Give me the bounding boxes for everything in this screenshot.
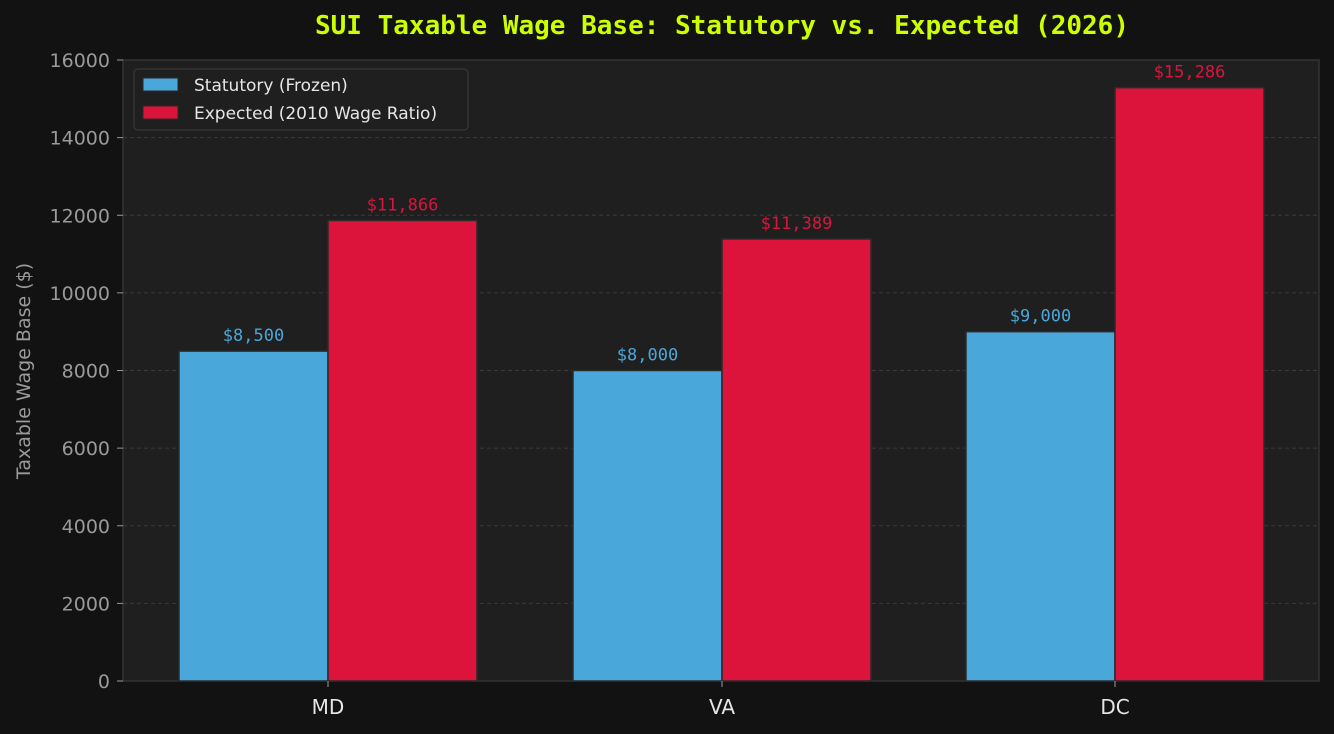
data-label: $11,866 bbox=[367, 195, 439, 215]
bar bbox=[327, 219, 478, 682]
y-tick-label: 0 bbox=[98, 671, 110, 693]
x-tick-label: VA bbox=[709, 695, 735, 719]
y-tick-label: 2000 bbox=[62, 593, 110, 615]
chart-title: SUI Taxable Wage Base: Statutory vs. Exp… bbox=[315, 11, 1129, 41]
x-tick-label: DC bbox=[1100, 695, 1129, 719]
legend-box bbox=[133, 68, 469, 131]
legend: Statutory (Frozen) Expected (2010 Wage Ra… bbox=[133, 68, 469, 131]
y-tick-label: 14000 bbox=[50, 128, 110, 150]
y-tick-label: 10000 bbox=[50, 283, 110, 305]
y-tick-label: 4000 bbox=[62, 516, 110, 538]
y-tick-label: 12000 bbox=[50, 205, 110, 227]
y-tick-label: 6000 bbox=[62, 438, 110, 460]
bar bbox=[572, 369, 723, 682]
legend-label: Expected (2010 Wage Ratio) bbox=[194, 104, 437, 124]
y-tick-label: 8000 bbox=[62, 361, 110, 383]
data-label: $8,000 bbox=[617, 346, 678, 366]
legend-swatch bbox=[142, 77, 179, 92]
data-label: $9,000 bbox=[1010, 307, 1071, 327]
plot-area: 0 2000 4000 6000 8000 10000 12000 14000 16000 $8,… bbox=[50, 50, 1320, 719]
bar bbox=[1114, 86, 1265, 682]
legend-label: Statutory (Frozen) bbox=[194, 76, 348, 96]
data-label: $15,286 bbox=[1154, 63, 1226, 83]
data-label: $8,500 bbox=[223, 326, 284, 346]
bar bbox=[721, 238, 872, 682]
data-label: $11,389 bbox=[761, 214, 833, 234]
y-tick-label: 16000 bbox=[50, 50, 110, 72]
legend-swatch bbox=[142, 105, 179, 120]
y-axis-label: Taxable Wage Base ($) bbox=[13, 263, 35, 480]
x-tick-label: MD bbox=[312, 695, 345, 719]
bar bbox=[965, 330, 1116, 682]
bar bbox=[178, 350, 329, 682]
